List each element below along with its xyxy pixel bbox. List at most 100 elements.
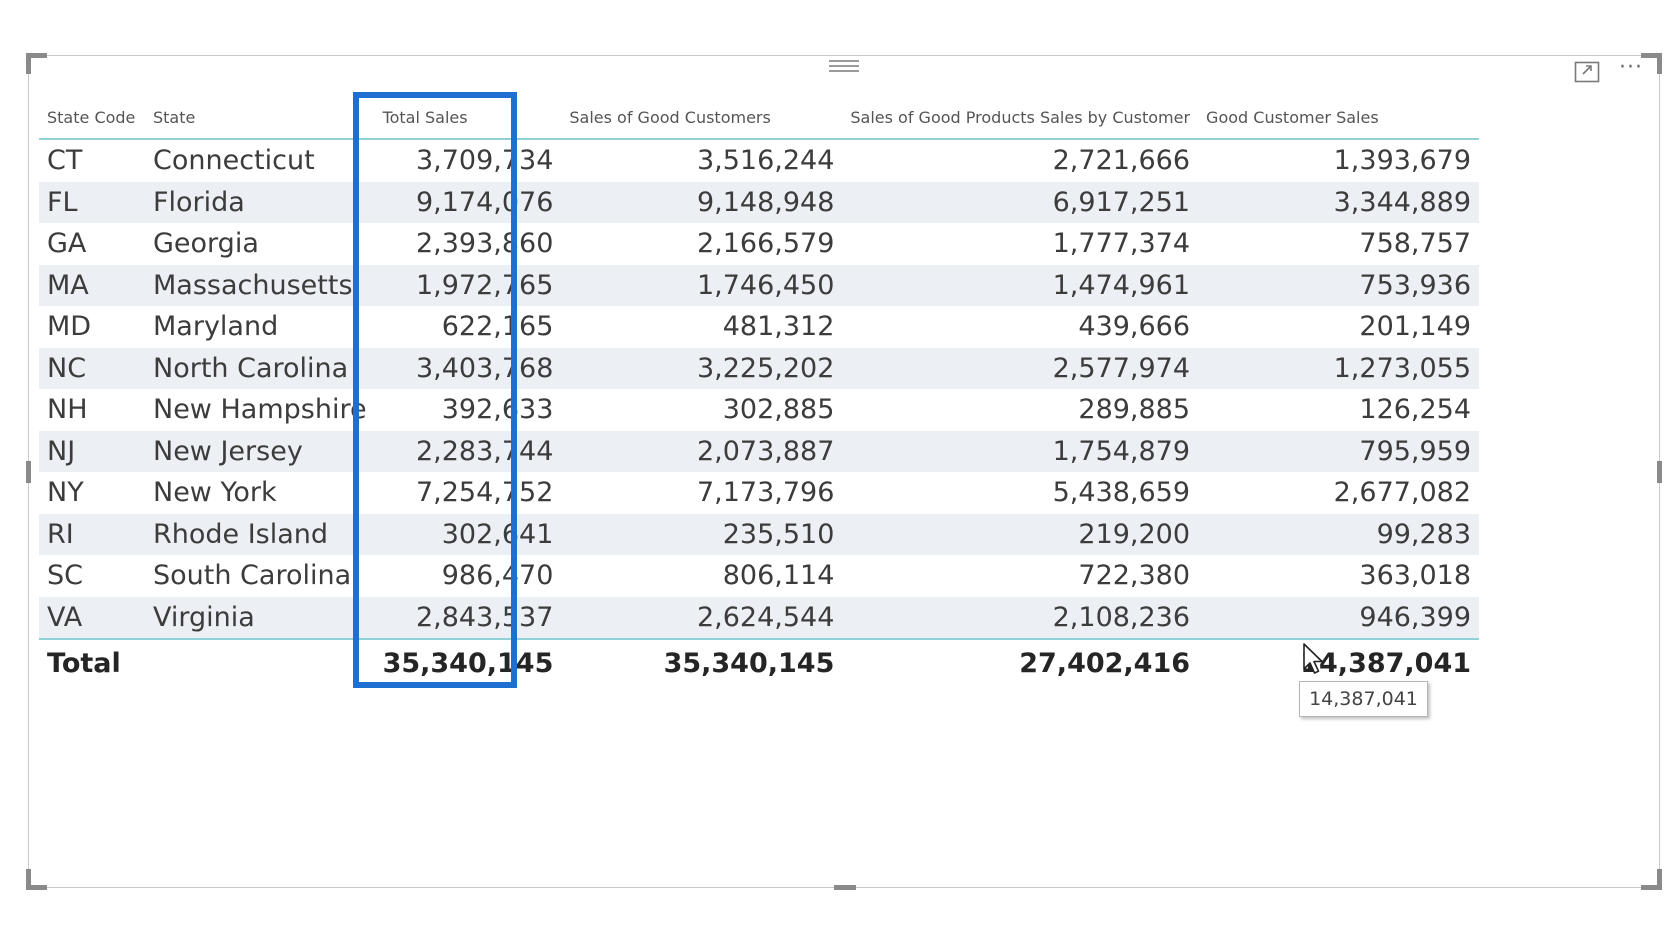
value-tooltip: 14,387,041 bbox=[1299, 681, 1428, 717]
column-header-state-code[interactable]: State Code bbox=[39, 96, 145, 139]
table-header-row: State Code State Total Sales Sales of Go… bbox=[39, 96, 1479, 139]
state-code-cell: RI bbox=[39, 514, 145, 556]
table-row[interactable]: NH New Hampshire 392,633 302,885 289,885… bbox=[39, 389, 1479, 431]
state-cell: Connecticut bbox=[145, 139, 375, 182]
sales-good-products-cell: 1,474,961 bbox=[842, 265, 1198, 307]
sales-good-customers-cell: 2,073,887 bbox=[561, 431, 842, 473]
sales-good-products-cell: 219,200 bbox=[842, 514, 1198, 556]
good-customer-sales-cell: 758,757 bbox=[1198, 223, 1479, 265]
table-row[interactable]: MA Massachusetts 1,972,765 1,746,450 1,4… bbox=[39, 265, 1479, 307]
state-cell: Maryland bbox=[145, 306, 375, 348]
resize-handle-bottom-left[interactable] bbox=[26, 869, 47, 890]
table-row[interactable]: NJ New Jersey 2,283,744 2,073,887 1,754,… bbox=[39, 431, 1479, 473]
table-row[interactable]: RI Rhode Island 302,641 235,510 219,200 … bbox=[39, 514, 1479, 556]
sales-good-customers-cell: 235,510 bbox=[561, 514, 842, 556]
sales-good-products-cell: 2,577,974 bbox=[842, 348, 1198, 390]
sales-good-customers-cell: 7,173,796 bbox=[561, 472, 842, 514]
total-sales-cell: 3,403,768 bbox=[375, 348, 562, 390]
total-label: Total bbox=[39, 639, 145, 686]
total-state-cell bbox=[145, 639, 375, 686]
total-sales-cell: 9,174,076 bbox=[375, 182, 562, 224]
sales-good-customers-cell: 806,114 bbox=[561, 555, 842, 597]
column-header-good-customer-sales[interactable]: Good Customer Sales bbox=[1198, 96, 1479, 139]
state-code-cell: MA bbox=[39, 265, 145, 307]
sales-good-customers-cell: 2,166,579 bbox=[561, 223, 842, 265]
resize-handle-top-left[interactable] bbox=[26, 53, 47, 74]
total-sales-cell: 392,633 bbox=[375, 389, 562, 431]
focus-mode-icon[interactable] bbox=[1574, 61, 1600, 83]
good-customer-sales-cell: 3,344,889 bbox=[1198, 182, 1479, 224]
good-customer-sales-cell: 201,149 bbox=[1198, 306, 1479, 348]
good-customer-sales-cell: 126,254 bbox=[1198, 389, 1479, 431]
sales-good-customers-cell: 1,746,450 bbox=[561, 265, 842, 307]
total-sales-cell: 2,843,537 bbox=[375, 597, 562, 640]
total-sales-good-customers-cell: 35,340,145 bbox=[561, 639, 842, 686]
column-header-total-sales[interactable]: Total Sales bbox=[375, 96, 562, 139]
state-code-cell: GA bbox=[39, 223, 145, 265]
table-row[interactable]: NY New York 7,254,752 7,173,796 5,438,65… bbox=[39, 472, 1479, 514]
state-cell: New York bbox=[145, 472, 375, 514]
sales-good-customers-cell: 3,225,202 bbox=[561, 348, 842, 390]
total-sales-cell: 3,709,734 bbox=[375, 139, 562, 182]
state-cell: New Jersey bbox=[145, 431, 375, 473]
table-row[interactable]: VA Virginia 2,843,537 2,624,544 2,108,23… bbox=[39, 597, 1479, 640]
table-visual[interactable]: ··· State Code State Total Sales Sales o… bbox=[28, 55, 1660, 888]
drag-handle-icon[interactable] bbox=[829, 56, 859, 76]
good-customer-sales-cell: 753,936 bbox=[1198, 265, 1479, 307]
state-cell: Florida bbox=[145, 182, 375, 224]
good-customer-sales-cell: 946,399 bbox=[1198, 597, 1479, 640]
sales-good-customers-cell: 3,516,244 bbox=[561, 139, 842, 182]
resize-handle-right[interactable] bbox=[1657, 461, 1662, 483]
state-code-cell: NJ bbox=[39, 431, 145, 473]
resize-handle-left[interactable] bbox=[26, 461, 31, 483]
total-sales-cell: 1,972,765 bbox=[375, 265, 562, 307]
column-header-state[interactable]: State bbox=[145, 96, 375, 139]
table-row[interactable]: NC North Carolina 3,403,768 3,225,202 2,… bbox=[39, 348, 1479, 390]
sales-good-customers-cell: 481,312 bbox=[561, 306, 842, 348]
state-code-cell: NC bbox=[39, 348, 145, 390]
good-customer-sales-cell: 1,273,055 bbox=[1198, 348, 1479, 390]
total-total-sales-cell: 35,340,145 bbox=[375, 639, 562, 686]
column-header-sales-of-good-customers[interactable]: Sales of Good Customers bbox=[561, 96, 842, 139]
state-cell: Rhode Island bbox=[145, 514, 375, 556]
sales-good-products-cell: 722,380 bbox=[842, 555, 1198, 597]
state-cell: Virginia bbox=[145, 597, 375, 640]
resize-handle-bottom-right[interactable] bbox=[1641, 869, 1662, 890]
state-code-cell: MD bbox=[39, 306, 145, 348]
state-cell: North Carolina bbox=[145, 348, 375, 390]
state-code-cell: SC bbox=[39, 555, 145, 597]
table-row[interactable]: FL Florida 9,174,076 9,148,948 6,917,251… bbox=[39, 182, 1479, 224]
total-sales-cell: 986,470 bbox=[375, 555, 562, 597]
sales-good-products-cell: 289,885 bbox=[842, 389, 1198, 431]
more-options-icon[interactable]: ··· bbox=[1614, 58, 1648, 82]
state-code-cell: VA bbox=[39, 597, 145, 640]
total-sales-cell: 302,641 bbox=[375, 514, 562, 556]
state-code-cell: CT bbox=[39, 139, 145, 182]
state-code-cell: FL bbox=[39, 182, 145, 224]
sales-good-products-cell: 1,754,879 bbox=[842, 431, 1198, 473]
good-customer-sales-cell: 795,959 bbox=[1198, 431, 1479, 473]
good-customer-sales-cell: 1,393,679 bbox=[1198, 139, 1479, 182]
good-customer-sales-cell: 99,283 bbox=[1198, 514, 1479, 556]
sales-good-products-cell: 2,108,236 bbox=[842, 597, 1198, 640]
table-row[interactable]: GA Georgia 2,393,860 2,166,579 1,777,374… bbox=[39, 223, 1479, 265]
table-row[interactable]: SC South Carolina 986,470 806,114 722,38… bbox=[39, 555, 1479, 597]
state-code-cell: NY bbox=[39, 472, 145, 514]
table-row[interactable]: MD Maryland 622,165 481,312 439,666 201,… bbox=[39, 306, 1479, 348]
mouse-pointer-icon bbox=[1302, 642, 1326, 676]
column-header-sales-of-good-products[interactable]: Sales of Good Products Sales by Customer bbox=[842, 96, 1198, 139]
state-cell: New Hampshire bbox=[145, 389, 375, 431]
sales-good-products-cell: 1,777,374 bbox=[842, 223, 1198, 265]
sales-good-products-cell: 5,438,659 bbox=[842, 472, 1198, 514]
total-sales-cell: 7,254,752 bbox=[375, 472, 562, 514]
sales-good-customers-cell: 2,624,544 bbox=[561, 597, 842, 640]
table-total-row[interactable]: Total 35,340,145 35,340,145 27,402,416 1… bbox=[39, 639, 1479, 686]
table-row[interactable]: CT Connecticut 3,709,734 3,516,244 2,721… bbox=[39, 139, 1479, 182]
total-good-customer-sales-cell: 14,387,041 bbox=[1198, 639, 1479, 686]
state-cell: Georgia bbox=[145, 223, 375, 265]
sales-good-customers-cell: 302,885 bbox=[561, 389, 842, 431]
good-customer-sales-cell: 363,018 bbox=[1198, 555, 1479, 597]
sales-good-products-cell: 2,721,666 bbox=[842, 139, 1198, 182]
resize-handle-bottom[interactable] bbox=[834, 885, 856, 890]
sales-good-products-cell: 6,917,251 bbox=[842, 182, 1198, 224]
